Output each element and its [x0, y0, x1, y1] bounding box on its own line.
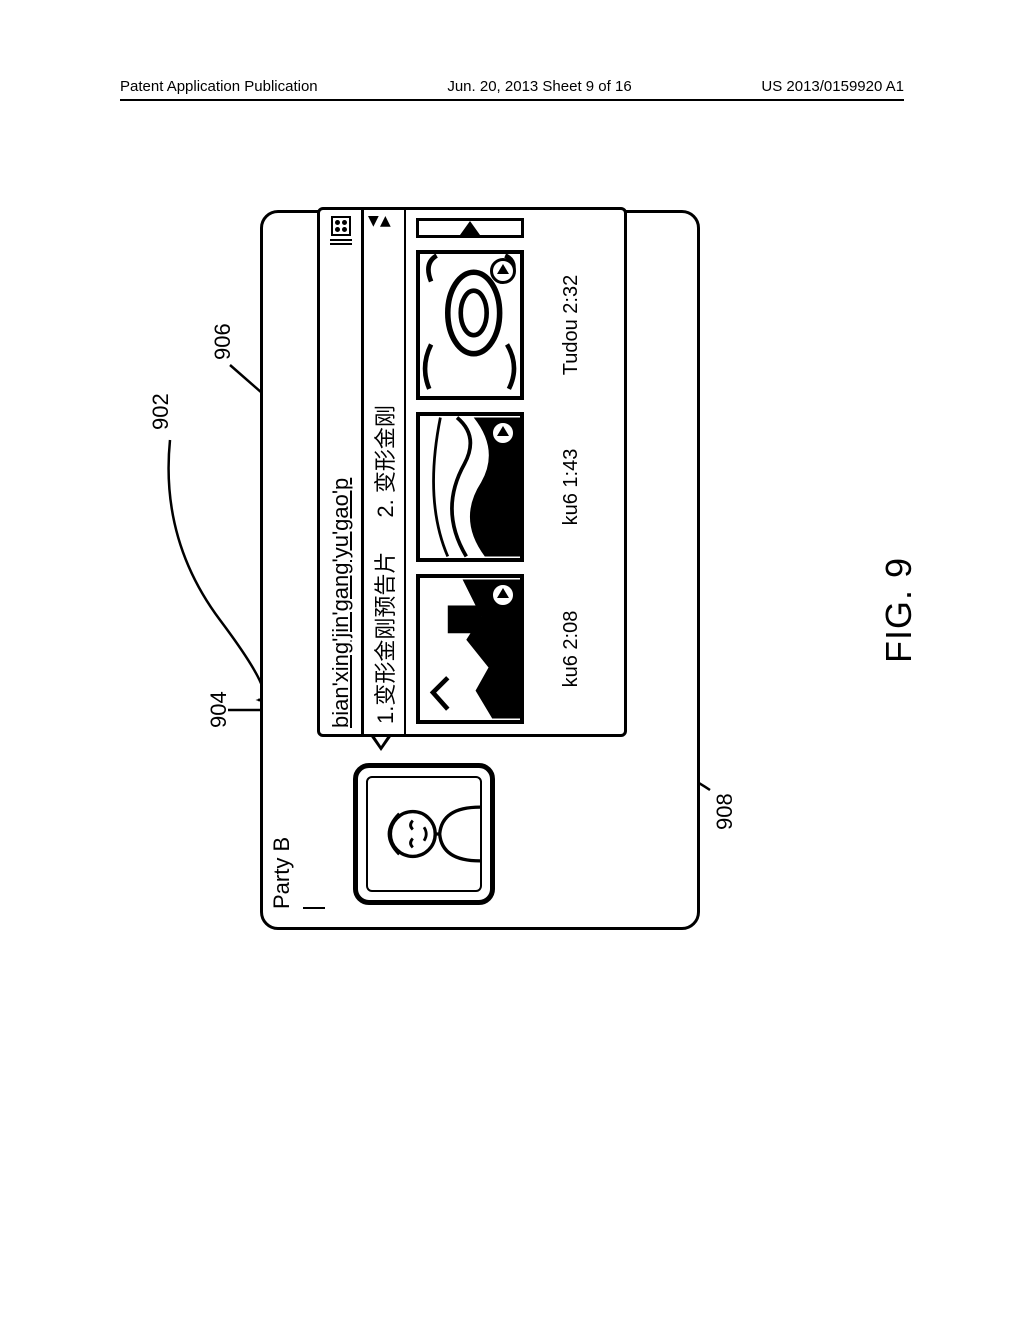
thumbnails-scroll-right[interactable]	[416, 218, 524, 238]
thumbnail-captions: ku6 2:08 ku6 1:43 Tudou 2:32	[528, 210, 583, 734]
chat-window: Party B bian'xing'jin'gang'yu'gao'p	[260, 210, 700, 930]
header-left: Patent Application Publication	[120, 78, 318, 95]
video-thumbnail-row	[406, 210, 528, 734]
ref-904: 904	[206, 691, 232, 728]
party-b-label: Party B	[269, 837, 295, 909]
video-thumb-2[interactable]	[416, 412, 524, 562]
page-header: Patent Application Publication Jun. 20, …	[120, 78, 904, 101]
ime-input-row: bian'xing'jin'gang'yu'gao'p	[320, 210, 364, 734]
ime-candidate-row: 1.变形金刚预告片 2. 变形金刚 ◀▶	[364, 210, 406, 734]
video-thumb-2-image	[416, 412, 524, 562]
video-thumb-3-image	[416, 250, 524, 400]
text-cursor	[303, 907, 325, 909]
ime-options-icon[interactable]	[331, 216, 351, 236]
header-right: US 2013/0159920 A1	[761, 78, 904, 95]
video-thumb-1[interactable]	[416, 574, 524, 724]
figure-9-canvas: 902 904 906 908 Party B bian'xin	[140, 260, 900, 960]
avatar-image	[366, 776, 482, 892]
ime-page-arrows[interactable]: ◀▶	[366, 216, 390, 227]
ref-902: 902	[148, 393, 174, 430]
avatar-frame[interactable]	[353, 763, 495, 905]
play-icon	[490, 420, 516, 446]
figure-label: FIG. 9	[878, 557, 920, 663]
play-icon	[490, 582, 516, 608]
header-center: Jun. 20, 2013 Sheet 9 of 16	[447, 78, 631, 95]
play-icon	[490, 258, 516, 284]
ime-panel: bian'xing'jin'gang'yu'gao'p 1.变形金刚预告片 2.…	[317, 207, 627, 737]
ime-candidate-1[interactable]: 1.变形金刚预告片	[368, 552, 400, 724]
ref-908: 908	[712, 793, 738, 830]
ref-906: 906	[210, 323, 236, 360]
thumb-1-caption: ku6 2:08	[528, 574, 583, 724]
ime-candidate-2[interactable]: 2. 变形金刚	[368, 405, 400, 517]
thumb-3-caption: Tudou 2:32	[528, 250, 583, 400]
thumb-2-caption: ku6 1:43	[528, 412, 583, 562]
video-thumb-1-image	[416, 574, 524, 724]
ime-caret-area	[330, 216, 352, 245]
video-thumb-3[interactable]	[416, 250, 524, 400]
ime-composition-text[interactable]: bian'xing'jin'gang'yu'gao'p	[328, 251, 354, 728]
